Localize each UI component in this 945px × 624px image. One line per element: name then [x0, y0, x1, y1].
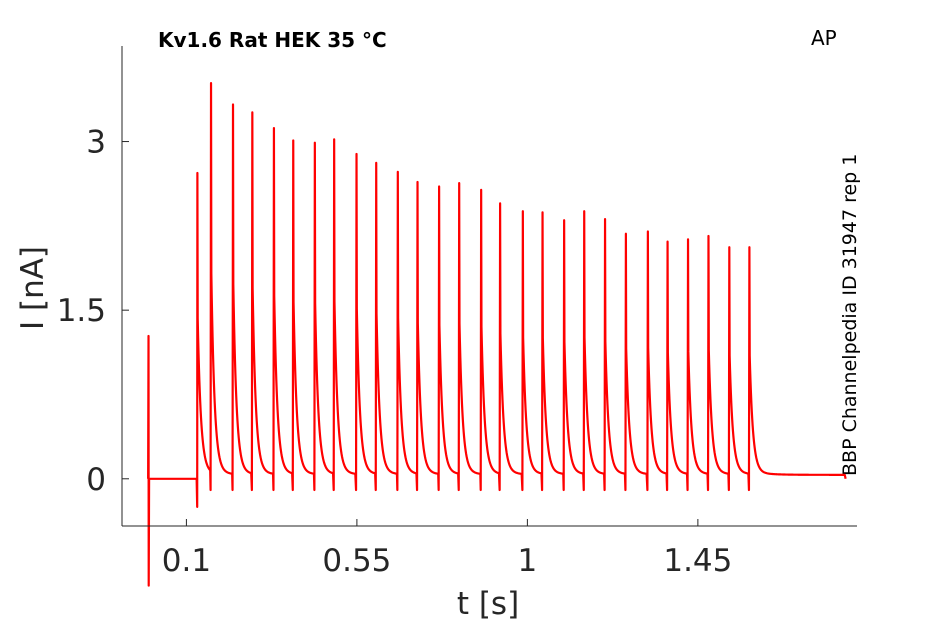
x-axis-ticks: 0.1 0.55 1 1.45 [162, 519, 732, 579]
x-tick-label: 1 [518, 543, 538, 579]
x-tick-label: 0.55 [322, 543, 391, 579]
x-tick-label: 0.1 [162, 543, 211, 579]
channelpedia-id-label: BBP Channelpedia ID 31947 rep 1 [839, 154, 861, 476]
current-trace-line [147, 81, 847, 587]
chart-title: Kv1.6 Rat HEK 35 °C [158, 28, 387, 52]
protocol-label: AP [811, 26, 837, 50]
y-tick-label: 0 [86, 462, 106, 498]
x-axis-label: t [s] [457, 586, 519, 622]
current-trace-group [147, 81, 847, 587]
y-axis-ticks: 01.53 [57, 125, 129, 498]
y-tick-label: 3 [86, 125, 106, 161]
y-axis-label: I [nA] [15, 246, 51, 330]
y-tick-label: 1.5 [57, 293, 106, 329]
x-tick-label: 1.45 [663, 543, 732, 579]
